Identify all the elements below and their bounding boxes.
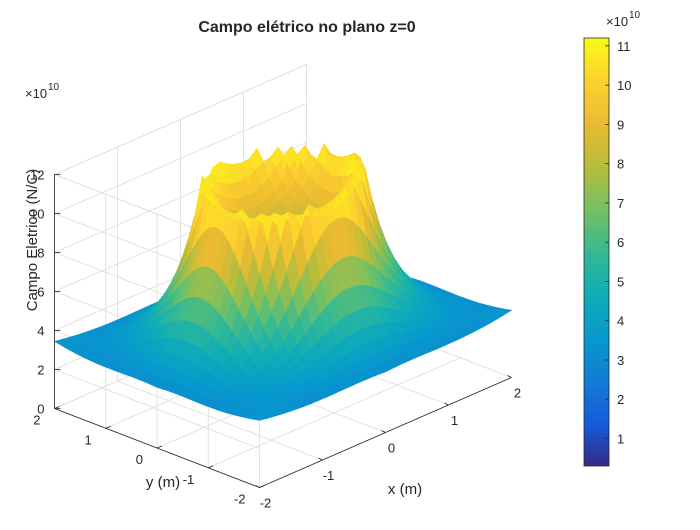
- colorbar-tick-label: 8: [617, 157, 624, 172]
- z-tick-label: 6: [37, 285, 44, 300]
- colorbar-bar: [583, 37, 610, 467]
- z-exponent-base: ×10: [25, 86, 47, 101]
- colorbar-tick-label: 5: [617, 274, 624, 289]
- colorbar-tick-label: 7: [617, 196, 624, 211]
- x-tick-label: 0: [388, 441, 395, 456]
- x-tick-label: 2: [514, 386, 521, 401]
- colorbar-tick-label: 2: [617, 392, 624, 407]
- y-tick-label: -2: [234, 492, 246, 507]
- x-axis-label: x (m): [388, 481, 422, 498]
- z-tick-label: 2: [37, 363, 44, 378]
- colorbar-tick-label: 3: [617, 353, 624, 368]
- y-tick-label: 1: [85, 432, 92, 447]
- y-tick-label: 0: [136, 452, 143, 467]
- chart-title: Campo elétrico no plano z=0: [198, 19, 415, 36]
- y-axis-label: y (m): [146, 474, 180, 491]
- colorbar-tick-label: 4: [617, 314, 624, 329]
- y-tick: [156, 445, 163, 449]
- y-tick-label: 2: [33, 413, 40, 428]
- z-tick-label: 8: [37, 246, 44, 261]
- z-tick-label: 10: [30, 207, 44, 222]
- y-tick: [105, 425, 111, 429]
- x-tick: [255, 485, 260, 488]
- x-tick: [444, 402, 449, 406]
- colorbar-tick-label: 9: [617, 117, 624, 132]
- z-tick-label: 4: [37, 324, 44, 339]
- colorbar-tick-label: 1: [617, 432, 624, 447]
- surface-plot: [53, 142, 513, 421]
- surface-patch: [497, 308, 513, 316]
- z-tick-label: 0: [37, 402, 44, 417]
- x-tick-label: -1: [323, 468, 335, 483]
- x-tick: [507, 375, 512, 378]
- y-tick: [259, 485, 265, 488]
- colorbar: 1 2 3 4 5 6 7 8 9 10 11: [583, 37, 631, 467]
- x-tick: [381, 430, 386, 433]
- z-axis-label: Campo Eletrico (N/C): [24, 169, 41, 312]
- grid-line: [208, 357, 461, 469]
- x-tick-label: -2: [260, 496, 272, 511]
- y-tick-label: -1: [183, 472, 195, 487]
- y-tick: [208, 465, 214, 469]
- z-tick-label: 12: [30, 168, 44, 183]
- colorbar-exponent: ×10 10: [606, 10, 641, 29]
- colorbar-tick-label: 11: [617, 39, 631, 54]
- box-edge: [54, 64, 307, 175]
- colorbar-tick-label: 6: [617, 235, 624, 250]
- z-exponent: ×10 10: [25, 82, 60, 101]
- colorbar-tick-label: 10: [617, 78, 631, 93]
- colorbar-exponent-base: ×10: [606, 14, 628, 29]
- z-exponent-power: 10: [48, 82, 60, 93]
- y-tick: [54, 406, 60, 409]
- x-tick: [318, 457, 323, 461]
- colorbar-exponent-power: 10: [629, 10, 641, 21]
- x-tick-label: 1: [451, 413, 458, 428]
